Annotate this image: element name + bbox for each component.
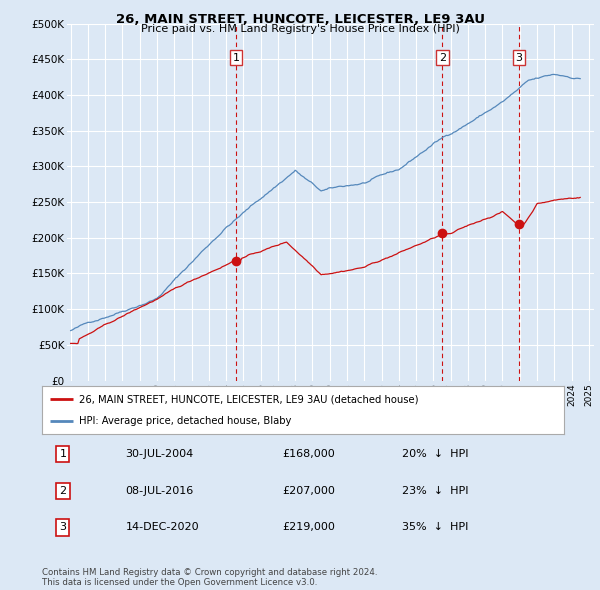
Text: £207,000: £207,000 bbox=[282, 486, 335, 496]
Text: 35%  ↓  HPI: 35% ↓ HPI bbox=[402, 523, 469, 532]
Text: 26, MAIN STREET, HUNCOTE, LEICESTER, LE9 3AU (detached house): 26, MAIN STREET, HUNCOTE, LEICESTER, LE9… bbox=[79, 394, 418, 404]
Text: 23%  ↓  HPI: 23% ↓ HPI bbox=[402, 486, 469, 496]
Text: 14-DEC-2020: 14-DEC-2020 bbox=[125, 523, 199, 532]
Text: HPI: Average price, detached house, Blaby: HPI: Average price, detached house, Blab… bbox=[79, 416, 291, 426]
Text: 3: 3 bbox=[515, 53, 523, 63]
Text: 2: 2 bbox=[59, 486, 67, 496]
Text: 26, MAIN STREET, HUNCOTE, LEICESTER, LE9 3AU: 26, MAIN STREET, HUNCOTE, LEICESTER, LE9… bbox=[115, 13, 485, 26]
Text: 08-JUL-2016: 08-JUL-2016 bbox=[125, 486, 194, 496]
Text: 20%  ↓  HPI: 20% ↓ HPI bbox=[402, 450, 469, 459]
Text: 1: 1 bbox=[59, 450, 67, 459]
Text: £219,000: £219,000 bbox=[282, 523, 335, 532]
Text: 1: 1 bbox=[233, 53, 239, 63]
Text: £168,000: £168,000 bbox=[282, 450, 335, 459]
Text: 3: 3 bbox=[59, 523, 67, 532]
Text: 30-JUL-2004: 30-JUL-2004 bbox=[125, 450, 194, 459]
Text: Price paid vs. HM Land Registry's House Price Index (HPI): Price paid vs. HM Land Registry's House … bbox=[140, 24, 460, 34]
Text: 2: 2 bbox=[439, 53, 446, 63]
Text: Contains HM Land Registry data © Crown copyright and database right 2024.
This d: Contains HM Land Registry data © Crown c… bbox=[42, 568, 377, 587]
